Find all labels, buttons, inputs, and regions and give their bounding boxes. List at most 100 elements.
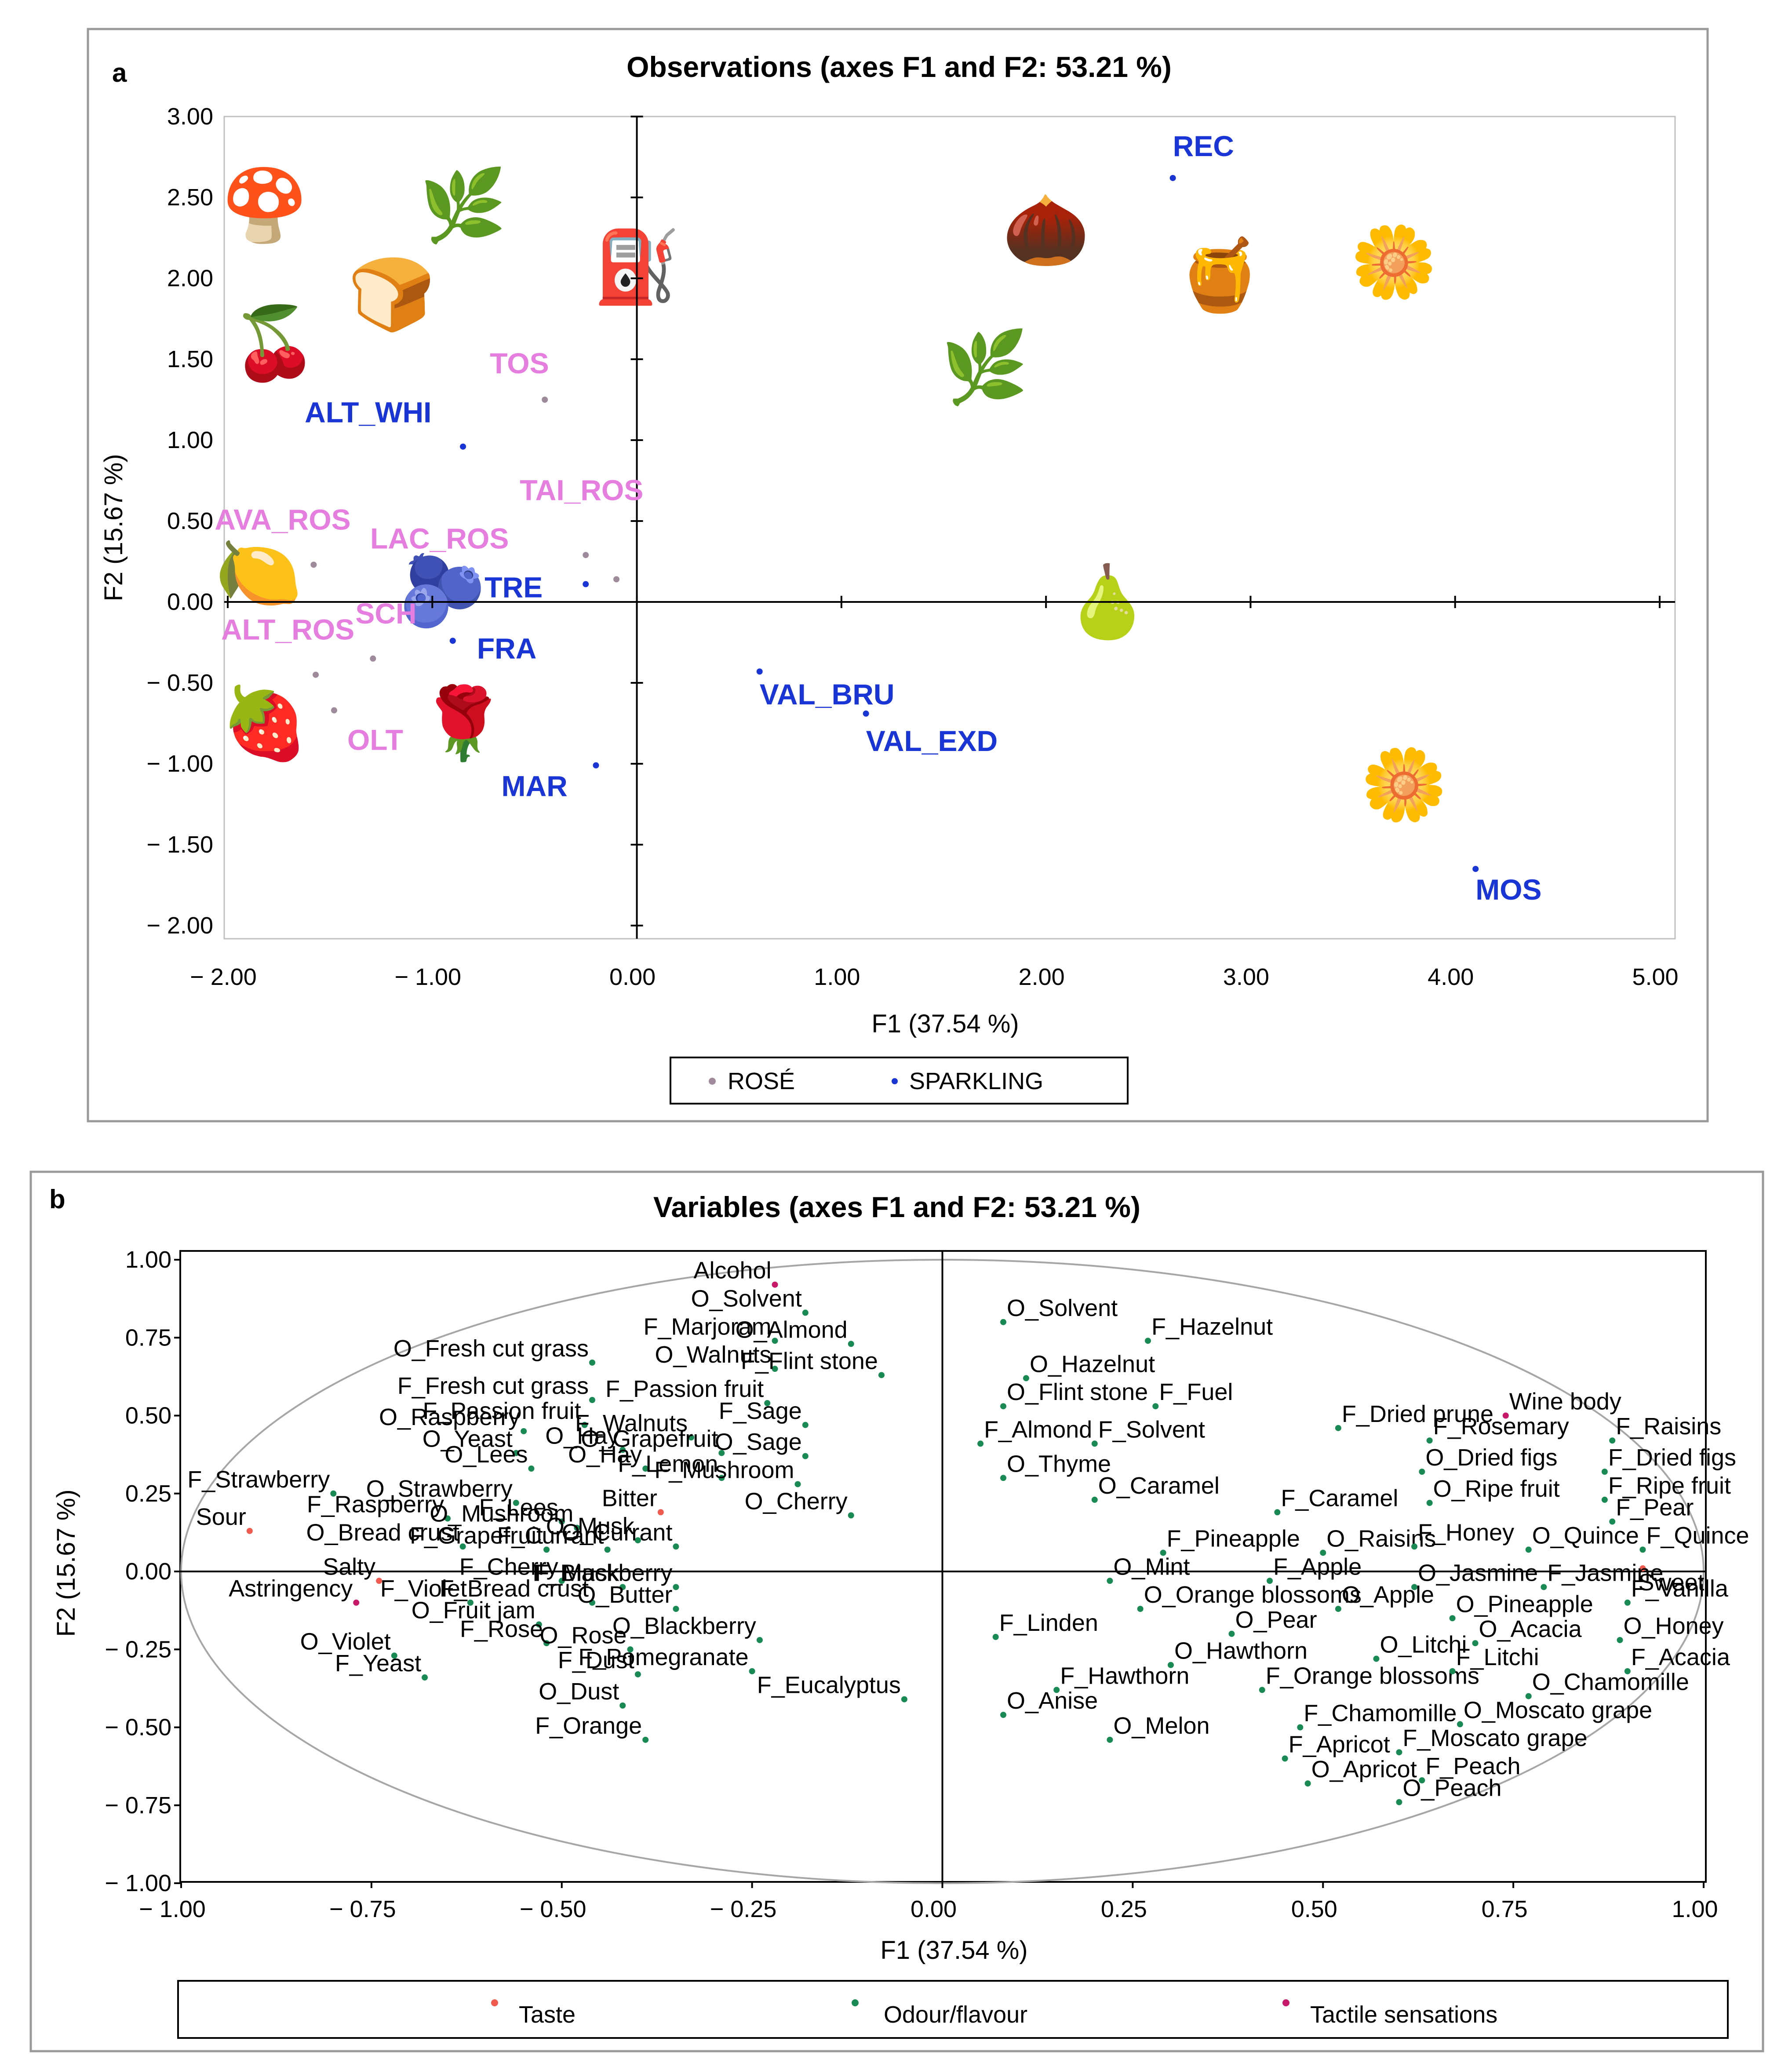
var-point-f-violet-34 bbox=[467, 1599, 473, 1606]
var-point-o-moscato-grape-87 bbox=[1457, 1721, 1463, 1728]
var-point-astringency-2 bbox=[353, 1599, 360, 1606]
var-point-f-raisins-91 bbox=[1609, 1437, 1616, 1444]
var-point-o-melon-72 bbox=[1107, 1736, 1113, 1743]
var-label-o-moscato-grape-87: O_Moscato grape bbox=[1464, 1697, 1652, 1723]
var-label-f-currant-29: F_Currant bbox=[497, 1522, 604, 1549]
var-point-f-dried-figs-92 bbox=[1601, 1469, 1608, 1475]
var-label-o-butter-36: O_Butter bbox=[577, 1582, 672, 1608]
legend-taste-marker bbox=[491, 1999, 498, 2006]
panel-a-y-tick-label: 0.00 bbox=[167, 589, 213, 615]
var-point-f-orange-blossoms-70 bbox=[1259, 1687, 1265, 1693]
var-point-f-raspberry-22 bbox=[444, 1515, 451, 1522]
var-point-o-chamomille-86 bbox=[1525, 1693, 1532, 1699]
var-label-f-caramel-58: F_Caramel bbox=[1281, 1485, 1398, 1511]
obs-label-alt-ros: ALT_ROS bbox=[221, 613, 354, 646]
var-point-o-apricot-75 bbox=[1304, 1780, 1311, 1787]
var-point-f-eucalyptus-46 bbox=[901, 1696, 907, 1702]
var-label-o-raspberry-9: O_Raspberry bbox=[379, 1404, 520, 1430]
panel-a-x-tick-label: 4.00 bbox=[1428, 964, 1474, 990]
var-point-f-lees-23 bbox=[558, 1518, 565, 1525]
var-label-sour-0: Sour bbox=[196, 1504, 246, 1530]
var-label-f-orange-47: F_Orange bbox=[535, 1713, 642, 1739]
var-point-o-flint-stone-52 bbox=[1000, 1403, 1007, 1410]
var-label-o-pear-64: O_Pear bbox=[1235, 1607, 1317, 1633]
var-label-f-pomegranate-44: F_Pomegranate bbox=[578, 1644, 748, 1670]
var-point-o-raspberry-9 bbox=[521, 1428, 527, 1434]
panel-a-y-axis-title: F2 (15.67 %) bbox=[99, 454, 128, 601]
obs-label-mar: MAR bbox=[502, 770, 568, 802]
panel-b-y-tick-label: − 0.75 bbox=[105, 1792, 171, 1819]
var-label-o-solvent-48: O_Solvent bbox=[1007, 1295, 1118, 1321]
var-label-o-musk-25: O_Musk bbox=[546, 1513, 635, 1539]
var-label-o-sage-12: O_Sage bbox=[715, 1429, 802, 1455]
var-point-o-raisins-60 bbox=[1320, 1549, 1326, 1556]
var-point-f-apple-62 bbox=[1267, 1578, 1273, 1584]
var-label-f-ripe-fruit-93: F_Ripe fruit bbox=[1608, 1473, 1731, 1499]
var-point-f-chamomille-73 bbox=[1297, 1724, 1304, 1731]
panel-a-x-tick-label: 2.00 bbox=[1019, 964, 1065, 990]
var-point-f-quince-95 bbox=[1639, 1546, 1646, 1553]
legend-sparkling-marker bbox=[892, 1078, 898, 1084]
var-label-f-walnuts-11: F_Walnuts bbox=[575, 1410, 688, 1436]
var-point-wine-body-1 bbox=[1502, 1412, 1509, 1419]
panel-a-x-tick-label: 0.00 bbox=[609, 964, 656, 990]
legend-tactile-label: Tactile sensations bbox=[1310, 2001, 1497, 2028]
var-label-f-acacia-98: F_Acacia bbox=[1631, 1644, 1730, 1670]
var-point-o-dried-figs-77 bbox=[1419, 1469, 1425, 1475]
panel-a-legend: ROSÉ SPARKLING bbox=[670, 1057, 1129, 1105]
var-label-f-strawberry-18: F_Strawberry bbox=[187, 1466, 330, 1493]
var-point-f-jasmine-82 bbox=[1541, 1584, 1547, 1590]
panel-b-x-tick-label: − 1.00 bbox=[139, 1896, 206, 1922]
var-label-sweet-3: Sweet bbox=[1638, 1569, 1704, 1596]
var-point-alcohol-0 bbox=[772, 1281, 778, 1288]
var-point-o-thyme-56 bbox=[1000, 1475, 1007, 1481]
var-label-f-violet-34: F_Violet bbox=[380, 1575, 467, 1602]
var-label-o-dust-45: O_Dust bbox=[539, 1678, 619, 1705]
daisy-icon: 🌼 bbox=[1360, 744, 1448, 826]
var-point-o-hazelnut-50 bbox=[1023, 1375, 1029, 1382]
obs-point-mos bbox=[1472, 866, 1479, 872]
var-label-o-walnuts-4: O_Walnuts bbox=[655, 1342, 771, 1368]
var-label-f-cherry-31: F_Cherry bbox=[459, 1553, 558, 1580]
var-point-f-fresh-cut-grass-6 bbox=[589, 1397, 596, 1404]
panel-b-points: Sour Salty Bitter Sweet Alcohol Wine body Astr… bbox=[187, 1258, 1749, 1805]
var-label-alcohol-0: Alcohol bbox=[693, 1258, 771, 1284]
var-label-f-passion-fruit-7: F_Passion fruit bbox=[605, 1376, 764, 1402]
panel-b-variables: b Variables (axes F1 and F2: 53.21 %) 1.… bbox=[29, 1170, 1764, 2052]
var-label-f-pineapple-59: F_Pineapple bbox=[1167, 1525, 1300, 1552]
var-label-o-flint-stone-52: O_Flint stone bbox=[1007, 1379, 1148, 1405]
var-point-f-vanilla-96 bbox=[1624, 1599, 1631, 1606]
var-label-f-hawthorn-69: F_Hawthorn bbox=[1060, 1662, 1189, 1689]
var-point-f-sage-8 bbox=[802, 1422, 809, 1428]
var-point-f-hazelnut-49 bbox=[1145, 1338, 1151, 1344]
var-label-o-fruit-jam-37: O_Fruit jam bbox=[412, 1597, 535, 1624]
panel-a-x-tick-label: 1.00 bbox=[814, 964, 860, 990]
var-point-o-caramel-57 bbox=[1091, 1496, 1098, 1503]
panel-a-y-tick-label: 3.00 bbox=[167, 103, 213, 130]
panel-b-y-tick-label: − 1.00 bbox=[105, 1870, 171, 1896]
panel-b-x-tick-label: − 0.25 bbox=[710, 1896, 777, 1922]
var-point-o-jasmine-81 bbox=[1411, 1584, 1418, 1590]
var-point-salty-1 bbox=[376, 1578, 382, 1584]
var-point-o-hawthorn-67 bbox=[1167, 1662, 1174, 1668]
var-label-o-ripe-fruit-78: O_Ripe fruit bbox=[1433, 1476, 1560, 1502]
var-point-o-orange-blossoms-63 bbox=[1137, 1606, 1144, 1612]
var-label-o-raisins-60: O_Raisins bbox=[1326, 1525, 1436, 1552]
cherries-icon: 🍒 bbox=[231, 302, 318, 385]
var-label-f-honey-79: F_Honey bbox=[1418, 1519, 1514, 1546]
panel-b-legend: Taste Odour/flavour Tactile sensations bbox=[177, 1980, 1729, 2039]
obs-point-rec bbox=[1169, 175, 1176, 181]
legend-rose-marker bbox=[709, 1078, 716, 1085]
obs-label-ava-ros: AVA_ROS bbox=[215, 503, 350, 536]
panel-a-y-tick-label: 0.50 bbox=[167, 508, 213, 534]
var-point-o-hay-15 bbox=[619, 1447, 626, 1453]
var-label-o-caramel-57: O_Caramel bbox=[1098, 1473, 1220, 1499]
var-label-f-rose-39: F_Rose bbox=[460, 1616, 543, 1642]
var-label-f-hazelnut-49: F_Hazelnut bbox=[1151, 1313, 1273, 1340]
panel-b-legend-box bbox=[177, 1980, 1729, 2039]
legend-taste-label: Taste bbox=[519, 2001, 575, 2028]
panel-b-y-tick-label: 0.50 bbox=[125, 1403, 171, 1429]
var-label-o-mushroom-24: O_Mushroom bbox=[430, 1501, 573, 1527]
obs-point-olt bbox=[331, 707, 337, 714]
var-point-o-peach-90 bbox=[1396, 1799, 1402, 1805]
